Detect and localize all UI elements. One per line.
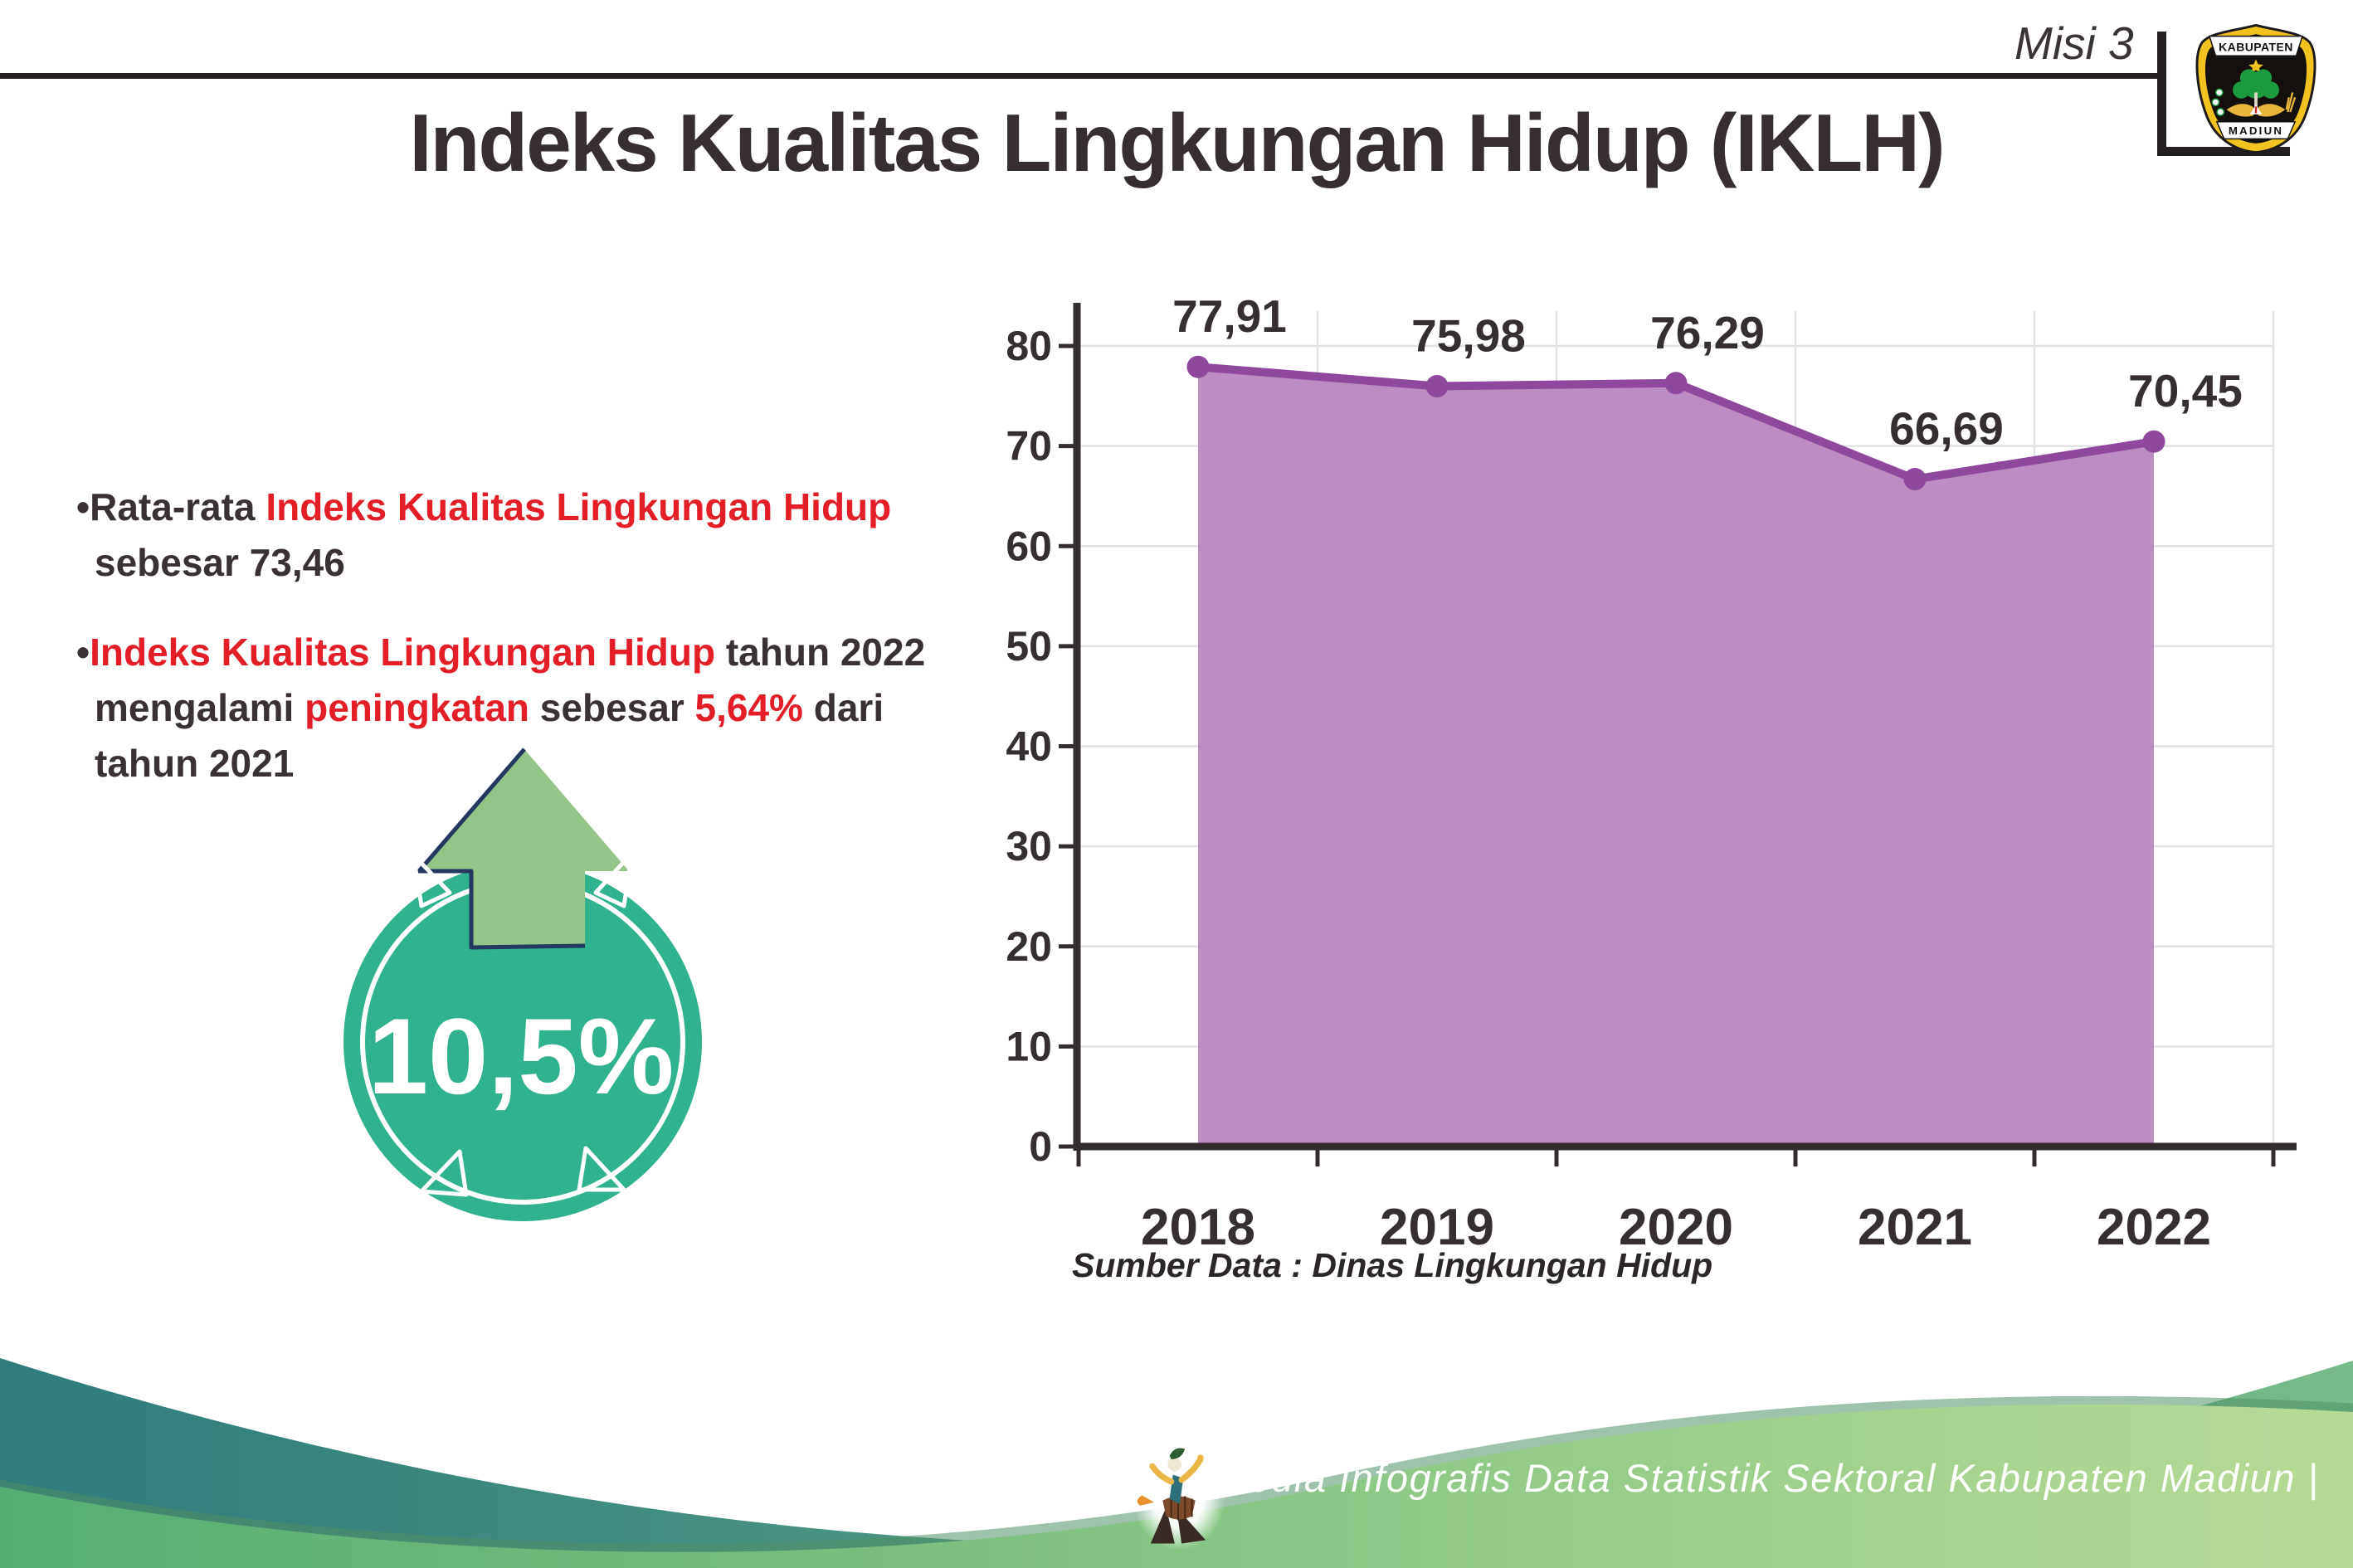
- cotton-sprig-icon: [2211, 88, 2225, 116]
- header-rule: [0, 73, 2159, 79]
- bullet-marker: •: [76, 631, 90, 674]
- data-point: [1903, 468, 1927, 491]
- statistics-mascot-icon: [1133, 1444, 1225, 1550]
- bullet-text-segment: Rata-rata: [90, 485, 266, 528]
- kabupaten-madiun-logo: KABUPATEN MADIUN: [2195, 23, 2316, 154]
- list-item: •Rata-rata Indeks Kualitas Lingkungan Hi…: [76, 480, 993, 590]
- iklh-chart: 0 10 20 30 40 50 60 70 80 2018 2019 2020 2021 2022 77,…: [1006, 290, 2297, 1256]
- data-point: [1425, 374, 1449, 397]
- logo-frame-vertical: [2157, 32, 2166, 156]
- logo-top-ribbon: [2209, 35, 2303, 56]
- y-tick-label: 30: [1006, 823, 1052, 869]
- data-label: 77,91: [1172, 290, 1287, 342]
- badge-value: 10,5%: [368, 996, 675, 1117]
- page-title: Indeks Kualitas Lingkungan Hidup (IKLH): [409, 97, 1945, 188]
- bullet-text-segment: peningkatan: [304, 686, 530, 730]
- data-point: [1664, 372, 1688, 395]
- data-label: 75,98: [1411, 309, 1526, 361]
- paddy-sprig-icon: [2285, 92, 2297, 113]
- data-point: [1186, 355, 1210, 378]
- bullet-text-segment: tahun 2022 mengalami: [95, 631, 926, 730]
- x-category-label: 2018: [1141, 1199, 1255, 1256]
- x-category-label: 2022: [2097, 1199, 2211, 1256]
- list-item: •Indeks Kualitas Lingkungan Hidup tahun …: [76, 625, 993, 791]
- logo-bottom-text: MADIUN: [2229, 124, 2283, 137]
- x-category-label: 2019: [1380, 1199, 1494, 1256]
- key-points-list: •Rata-rata Indeks Kualitas Lingkungan Hi…: [76, 480, 993, 825]
- wings-icon: [2226, 104, 2286, 117]
- increase-badge: 10,5%: [343, 747, 702, 1221]
- y-tick-label: 10: [1006, 1023, 1052, 1069]
- logo-frame-horizontal: [2157, 147, 2290, 156]
- bullet-marker: •: [76, 485, 90, 528]
- data-source-label: Sumber Data : Dinas Lingkungan Hidup: [1072, 1246, 1713, 1284]
- green-wave: [0, 1404, 2353, 1568]
- logo-bottom-ribbon: [2215, 121, 2297, 140]
- y-tick-label: 40: [1006, 723, 1052, 770]
- bullet-text-segment: Indeks Kualitas Lingkungan Hidup: [266, 485, 892, 528]
- up-arrow-outline: [417, 747, 586, 950]
- tree-icon: [2233, 69, 2279, 108]
- data-label: 66,69: [1889, 403, 2004, 455]
- bullet-text-segment: 5,64%: [694, 686, 803, 730]
- badge-triangle-decorations: [411, 850, 635, 1197]
- x-category-label: 2020: [1619, 1199, 1733, 1256]
- y-tick-label: 20: [1006, 923, 1052, 970]
- data-point: [2142, 430, 2165, 453]
- bullet-text-segment: sebesar 73,46: [95, 540, 345, 584]
- star-icon: [2248, 59, 2263, 73]
- footer-caption: Media Infografis Data Statistik Sektoral…: [1215, 1456, 2320, 1500]
- data-label: 70,45: [2128, 365, 2243, 416]
- bullet-text-segment: sebesar: [529, 686, 695, 730]
- logo-top-text: KABUPATEN: [2219, 40, 2293, 53]
- misi-label: Misi 3: [2014, 17, 2134, 69]
- y-tick-label: 80: [1006, 323, 1052, 369]
- badge-circle: [343, 863, 702, 1221]
- x-category-label: 2021: [1858, 1199, 1972, 1256]
- area-fill: [1198, 367, 2154, 1147]
- y-tick-label: 70: [1006, 423, 1052, 470]
- bullet-text-segment: Indeks Kualitas Lingkungan Hidup: [90, 631, 716, 674]
- footer-waves: [0, 1358, 2353, 1568]
- data-label: 76,29: [1650, 307, 1765, 358]
- y-tick-label: 60: [1006, 523, 1052, 569]
- y-tick-label: 50: [1006, 623, 1052, 670]
- bullet-text-segment: dari tahun 2021: [95, 686, 884, 785]
- y-tick-label: 0: [1029, 1123, 1052, 1170]
